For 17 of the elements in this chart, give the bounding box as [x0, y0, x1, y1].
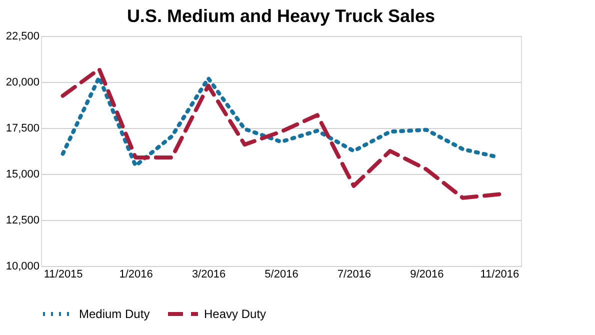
y-tick-label: 20,000	[6, 76, 40, 88]
y-tick-label: 10,000	[6, 260, 40, 272]
y-tick-label: 22,500	[6, 30, 40, 42]
y-tick-label: 17,500	[6, 122, 40, 134]
x-tick-label: 7/2016	[337, 268, 372, 280]
legend-label: Heavy Duty	[204, 307, 266, 321]
x-tick-label: 5/2016	[264, 268, 298, 280]
x-tick-label: 9/2016	[410, 268, 444, 280]
x-tick-label: 3/2016	[192, 268, 226, 280]
x-tick-label: 11/2015	[44, 268, 83, 280]
y-tick-label: 12,500	[6, 214, 40, 226]
line-series	[60, 67, 502, 200]
legend-label: Medium Duty	[79, 307, 150, 321]
y-tick-label: 15,000	[6, 168, 40, 180]
chart-title: U.S. Medium and Heavy Truck Sales	[126, 6, 436, 26]
x-tick-label: 11/2016	[480, 268, 520, 280]
x-tick-label: 1/2016	[119, 268, 153, 280]
